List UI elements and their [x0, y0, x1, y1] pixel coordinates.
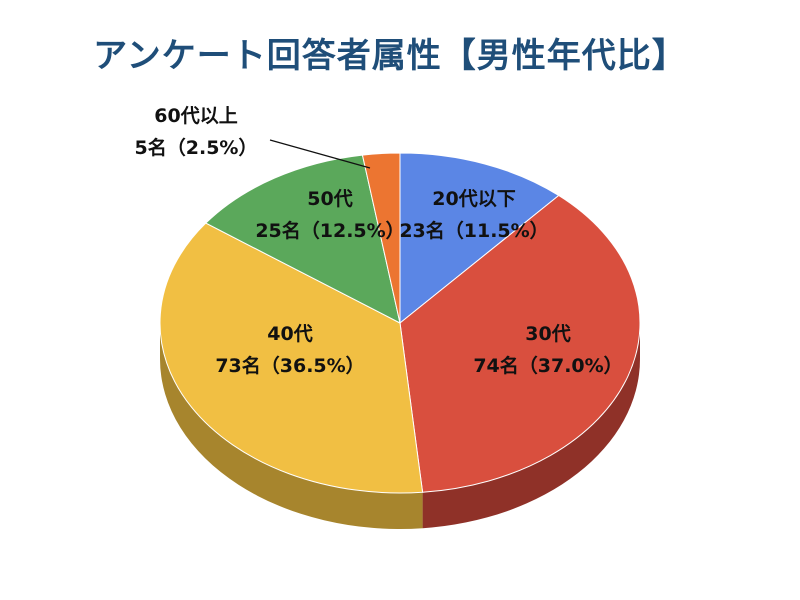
chart-title: アンケート回答者属性【男性年代比】 [93, 36, 687, 76]
pie-side-3 [160, 323, 423, 529]
pie-top-faces [159, 152, 641, 494]
pie-slice-4 [204, 154, 401, 324]
pie-slice-2 [399, 194, 641, 493]
pie-slice-1 [399, 152, 560, 325]
slice-value-label-5: 5名（2.5%） [135, 136, 258, 159]
slice-value-label-2: 74名（37.0%） [473, 354, 622, 377]
slice-value-label-1: 23名（11.5%） [399, 219, 548, 242]
slice-label-1: 20代以下 [432, 188, 515, 210]
pie-side-2 [422, 323, 640, 529]
slice-value-label-3: 73名（36.5%） [215, 354, 364, 377]
leader-line-60s [269, 139, 371, 169]
slice-labels: 20代以下 23名（11.5%） 30代 74名（37.0%） 40代 73名（36.5%… [135, 105, 623, 377]
pie-slice-3 [159, 222, 424, 494]
pie-side-walls [160, 323, 640, 529]
slice-label-3: 40代 [267, 323, 312, 345]
pie-slice-5 [361, 152, 401, 324]
slice-label-4: 50代 [307, 188, 352, 210]
slice-label-5: 60代以上 [154, 105, 237, 127]
slice-label-2: 30代 [525, 323, 570, 345]
slice-value-label-4: 25名（12.5%） [255, 219, 404, 242]
